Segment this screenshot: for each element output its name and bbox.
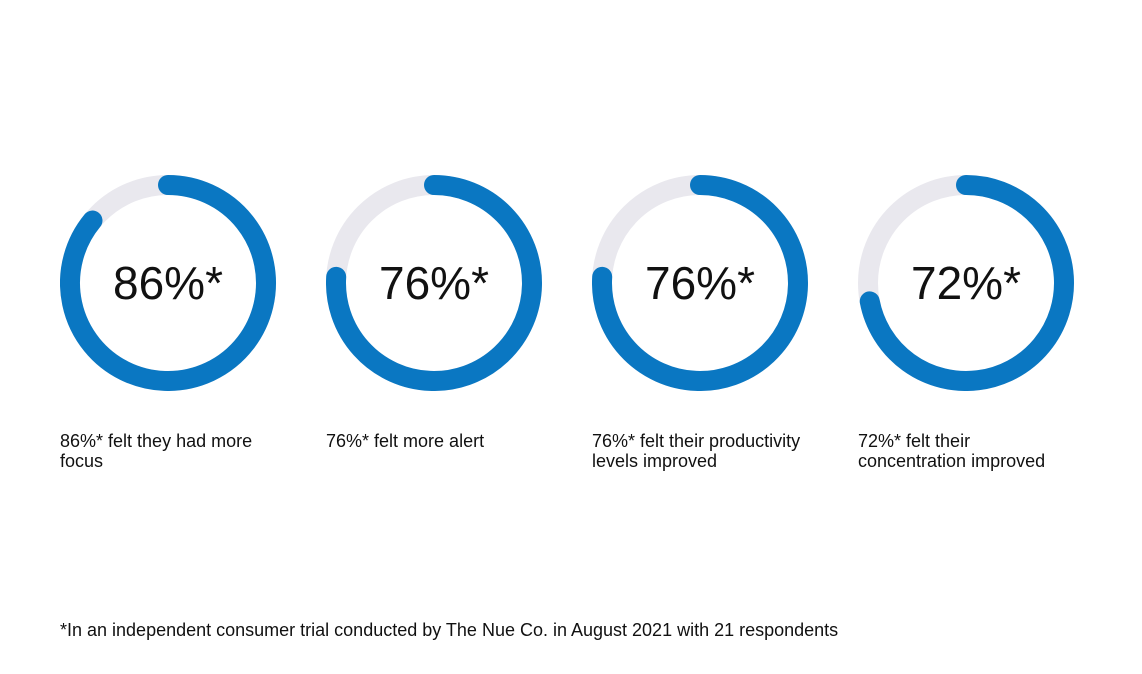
- ring-progress: [60, 175, 276, 391]
- ring-progress: [592, 175, 808, 391]
- ring-progress: [859, 175, 1074, 391]
- stat-card-productivity: 76%* 76%* felt their productivity levels…: [592, 175, 832, 471]
- donut-chart-concentration: 72%*: [858, 175, 1074, 391]
- stat-caption: 76%* felt their productivity levels impr…: [592, 431, 801, 471]
- stat-card-concentration: 72%* 72%* felt their concentration impro…: [858, 175, 1098, 471]
- footnote: *In an independent consumer trial conduc…: [60, 620, 839, 640]
- stat-card-focus: 86%* 86%* felt they had more focus: [60, 175, 300, 471]
- ring-value-label: 76%*: [379, 257, 489, 309]
- donut-chart-alert: 76%*: [326, 175, 542, 391]
- stat-caption: 76%* felt more alert: [326, 431, 485, 451]
- stat-caption: 86%* felt they had more focus: [60, 431, 253, 471]
- stat-caption: 72%* felt their concentration improved: [858, 431, 1046, 471]
- stat-card-alert: 76%* 76%* felt more alert: [326, 175, 566, 451]
- ring-progress: [326, 175, 542, 391]
- donut-chart-focus: 86%*: [60, 175, 276, 391]
- ring-value-label: 72%*: [911, 257, 1021, 309]
- ring-value-label: 86%*: [113, 257, 223, 309]
- donut-chart-productivity: 76%*: [592, 175, 808, 391]
- ring-value-label: 76%*: [645, 257, 755, 309]
